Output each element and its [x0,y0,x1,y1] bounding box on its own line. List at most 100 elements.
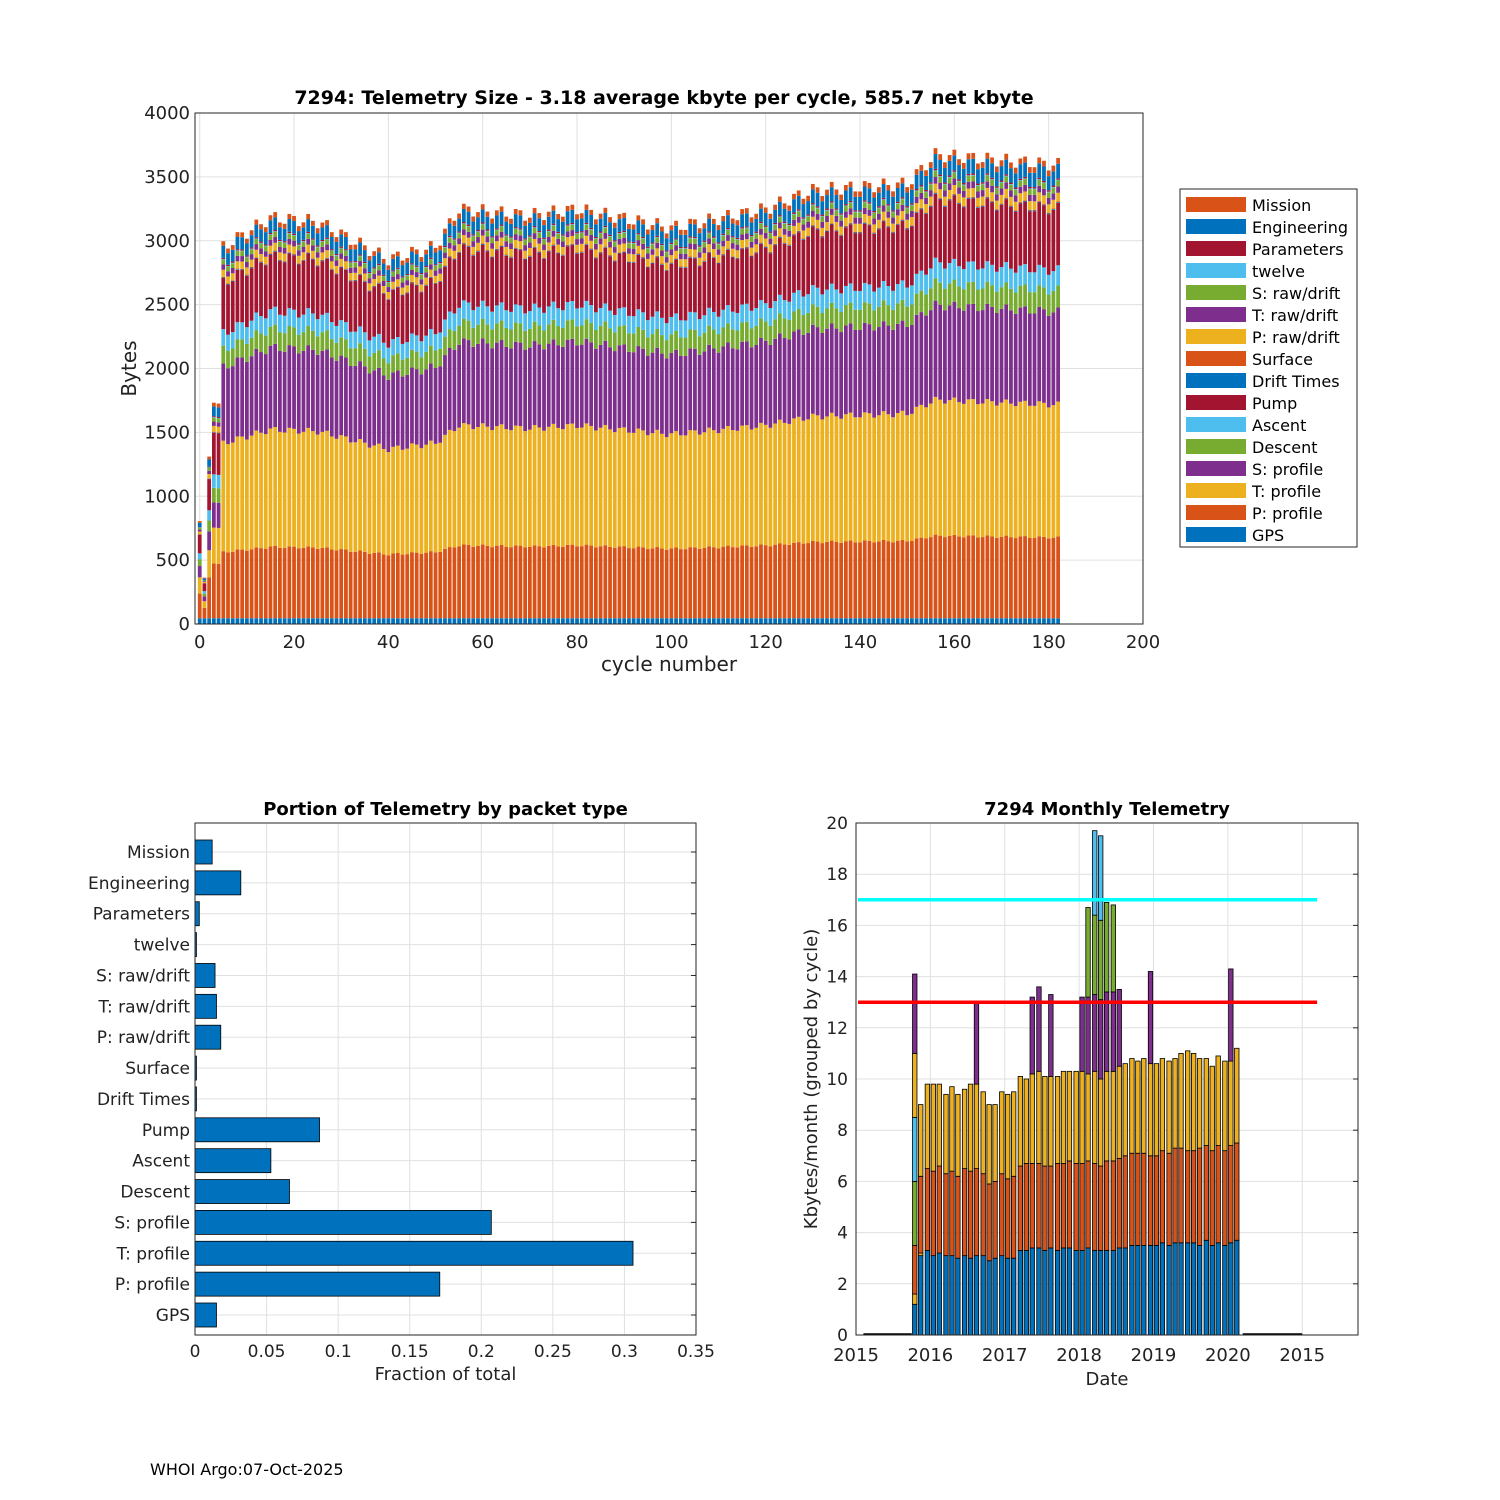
category-label: Drift Times [97,1090,190,1110]
bar-segment [829,302,834,324]
bar-segment [546,250,551,252]
bar-segment [476,242,480,251]
bar-segment [513,239,518,248]
month-bar-segment [1153,1245,1160,1336]
bar-segment [881,178,886,185]
bar-segment [400,276,405,278]
bar-segment [768,427,773,547]
bar-segment [523,618,528,624]
bar-segment [957,180,961,182]
bar-segment [910,226,914,286]
bar-segment [1032,405,1037,538]
month-bar-segment [1085,1247,1091,1336]
bar-segment [405,554,410,619]
bar-segment [532,238,537,247]
bar-segment [763,246,768,248]
bar-segment [339,267,344,321]
bar-segment [895,209,900,216]
bar-segment [395,287,400,338]
bar-segment [466,246,471,303]
bar-segment [914,169,919,175]
bar-segment [523,547,528,619]
bar-segment [542,430,546,548]
bar-segment [867,203,872,205]
bar-segment [994,313,999,406]
bar-segment [617,219,622,232]
bar-segment [424,335,428,352]
month-bar-segment [1122,1063,1128,1157]
bar-segment [424,267,428,273]
bar-segment [702,315,707,333]
bar-segment [1023,162,1027,177]
bar-segment [249,435,254,550]
bar-segment [197,566,202,578]
legend-swatch [1186,483,1246,498]
bar-segment [862,540,867,619]
bar-segment [377,275,381,283]
bar-segment [933,154,938,169]
bar-segment [532,321,537,342]
bar-segment [391,271,395,273]
bar-segment [820,227,825,236]
bar-segment [957,402,961,537]
bar-segment [782,300,787,319]
bar-segment [674,349,678,432]
bar-segment [749,222,754,236]
bar-segment [598,231,603,233]
bar-segment [320,547,325,619]
bar-segment [985,181,990,188]
bar-segment [1004,197,1009,199]
bar-segment [966,173,971,176]
bar-segment [947,283,952,306]
bar-segment [664,257,669,263]
bar-segment [367,291,372,341]
bar-segment [372,286,377,288]
bar-segment [976,183,980,185]
bar-segment [740,240,744,248]
bar-segment [829,208,834,215]
bar-segment [744,227,749,229]
bar-segment [957,179,961,181]
bar-segment [768,244,773,252]
bar-segment [910,413,914,542]
bar-segment [386,347,391,364]
bar-segment [759,300,763,319]
bar-segment [669,548,674,619]
legend-swatch [1186,307,1246,322]
bar-segment [716,548,721,619]
legend-swatch [1186,285,1246,300]
bar-segment [197,553,202,560]
bar-segment [839,542,844,619]
bar-segment [504,255,509,256]
bar-segment [532,248,537,304]
bar-segment [759,208,763,222]
bar-segment [339,246,344,248]
bar-segment [664,549,669,619]
bar-segment [905,229,910,288]
bar-segment [683,248,688,254]
bar-segment [721,215,726,222]
bar-segment [928,184,933,191]
bar-segment [853,212,858,218]
bar-segment [565,544,570,619]
bar-segment [919,208,924,210]
bar-segment [608,347,612,430]
bar-segment [461,243,466,245]
bar-segment [532,246,537,248]
bar-segment [782,337,787,423]
bar-segment [947,400,952,536]
bar-segment [509,243,513,249]
bar-segment [480,300,485,319]
bar-segment [499,224,504,226]
bar-segment [244,327,249,344]
bar-segment [410,251,414,264]
x-tick-label: 0 [194,632,205,653]
bar-segment [858,231,862,233]
bar-segment [994,210,999,272]
bar-segment [641,329,645,349]
bar-segment [353,262,358,263]
bar-segment [966,535,971,619]
bar-segment [556,308,561,327]
bar-segment [461,338,466,424]
